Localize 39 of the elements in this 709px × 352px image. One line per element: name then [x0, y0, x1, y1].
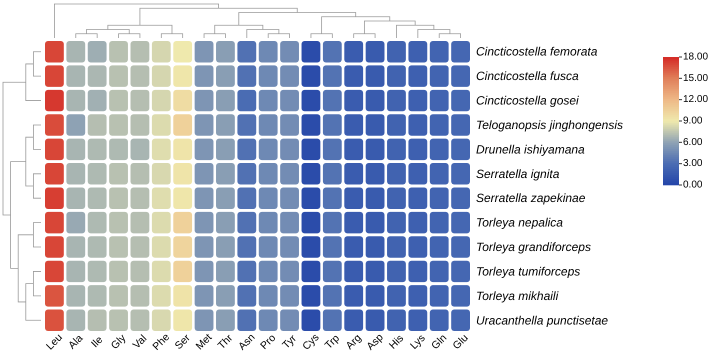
x-tick-label: Cys — [300, 331, 322, 352]
x-tick-label: Asp — [364, 331, 386, 352]
y-tick-label: Cincticostella fusca — [476, 69, 580, 84]
y-tick-label: Torleya mikhaili — [476, 288, 559, 303]
x-tick-label: Met — [194, 332, 215, 352]
y-tick-label: Torleya nepalica — [476, 216, 564, 230]
y-tick-label: Cincticostella gosei — [476, 94, 580, 108]
color-bar-label: 3.00 — [683, 158, 703, 170]
color-bar-label: 9.00 — [683, 116, 703, 126]
x-tick-label: Lys — [408, 332, 428, 352]
x-tick-label: Asn — [236, 331, 258, 352]
x-tick-label: His — [386, 332, 406, 352]
x-tick-label: Leu — [44, 331, 65, 352]
x-tick-label: Trp — [322, 332, 342, 352]
x-tick-label: Gln — [429, 332, 450, 352]
y-tick-label: Drunella ishiyamana — [476, 142, 586, 156]
x-tick-label: Val — [130, 332, 150, 352]
y-tick-label: Serratella ignita — [476, 166, 560, 181]
color-bar-label: 18.00 — [683, 52, 708, 62]
x-tick-label: Glu — [450, 332, 471, 352]
x-tick-label: Ser — [172, 332, 194, 352]
x-tick-label: Gly — [108, 332, 129, 352]
y-tick-label: Torleya tumiforceps — [476, 264, 580, 278]
x-tick-label: Ile — [89, 334, 106, 350]
y-tick-label: Cincticostella femorata — [476, 44, 598, 59]
y-tick-label: Uracanthella punctisetae — [476, 313, 608, 328]
x-tick-label: Pro — [258, 332, 278, 352]
y-tick-label: Torleya grandiforceps — [476, 240, 591, 254]
x-tick-label: Phe — [150, 331, 172, 352]
y-tick-label: Serratella zapekinae — [476, 191, 586, 206]
x-tick-label: Arg — [344, 332, 364, 352]
x-tick-label: Ala — [66, 332, 86, 352]
x-tick-label: Tyr — [280, 332, 300, 352]
color-bar-label: 12.00 — [683, 94, 708, 106]
x-tick-label: Thr — [216, 332, 236, 352]
color-bar-label: 15.00 — [683, 72, 708, 84]
color-bar-label: 6.00 — [683, 136, 703, 148]
color-bar-label: 0.00 — [683, 180, 703, 190]
y-tick-label: Teloganopsis jinghongensis — [476, 118, 623, 132]
